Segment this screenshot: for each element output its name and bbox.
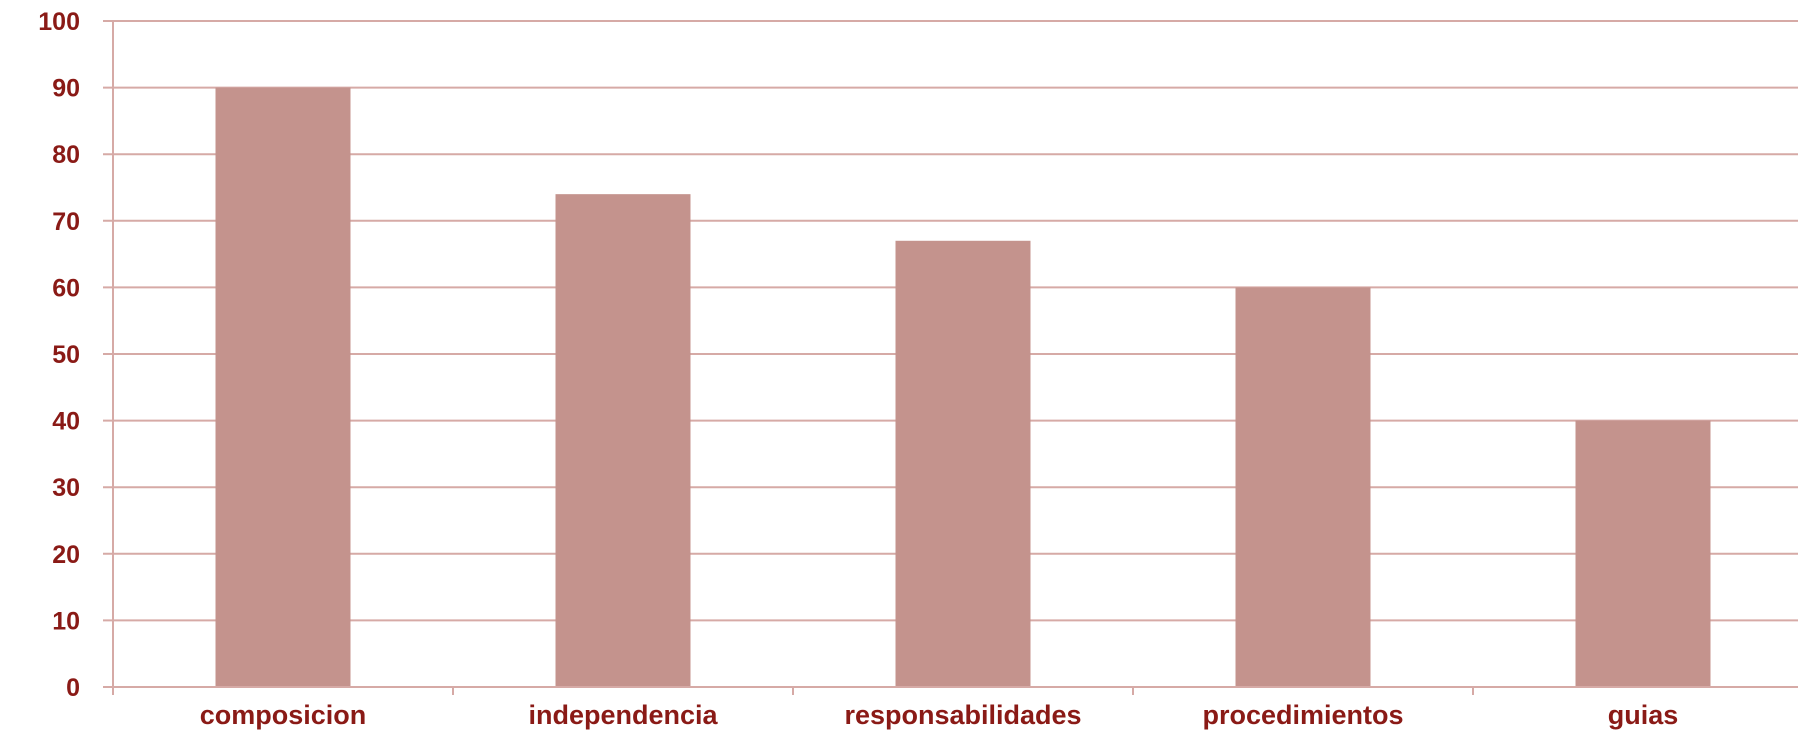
x-tick-label: guias (1608, 700, 1679, 730)
bar-responsabilidades (895, 240, 1031, 687)
y-tick-label: 40 (52, 408, 80, 436)
y-tick-label: 60 (52, 274, 80, 302)
x-tick-label: composicion (200, 700, 367, 730)
x-axis-tick-labels: composicion independencia responsabilidade… (200, 700, 1679, 730)
bar-procedimientos (1235, 287, 1371, 687)
y-tick-label: 90 (52, 75, 80, 103)
y-tick-label: 10 (52, 607, 80, 635)
y-tick-label: 70 (52, 208, 80, 236)
y-tick-label: 80 (52, 141, 80, 169)
y-tick-label: 100 (38, 8, 80, 36)
x-tick-label: procedimientos (1202, 700, 1403, 730)
bar-composicion (215, 87, 351, 688)
x-tick-label: independencia (528, 700, 718, 730)
y-tick-label: 50 (52, 341, 80, 369)
y-axis-tick-labels: 0 10 20 30 40 50 60 70 80 90 100 (38, 8, 80, 702)
x-tick-label: responsabilidades (844, 700, 1081, 730)
y-tick-label: 20 (52, 541, 80, 569)
y-tick-label: 0 (66, 674, 80, 702)
y-tick-label: 30 (52, 474, 80, 502)
axes (103, 21, 1798, 695)
bars (215, 87, 1711, 688)
bar-guias (1575, 420, 1711, 687)
bar-independencia (555, 194, 691, 687)
